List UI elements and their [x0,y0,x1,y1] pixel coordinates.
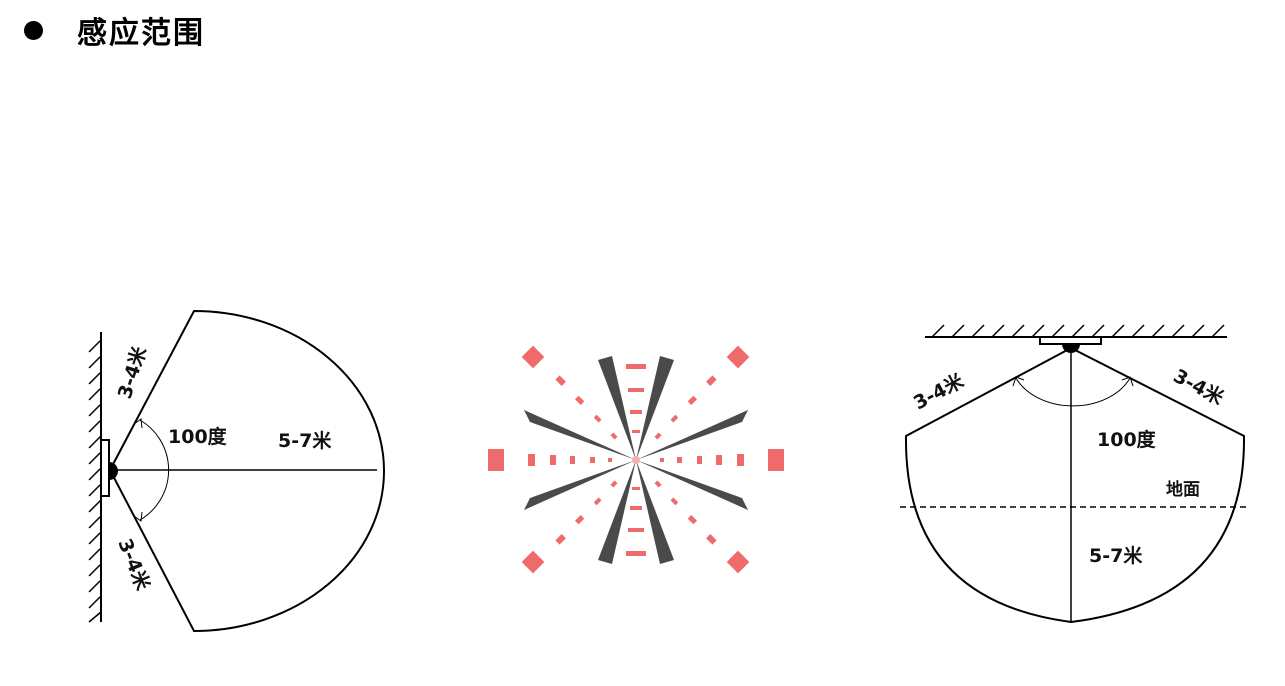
angle-label: 100度 [1097,428,1157,451]
sensor-bracket [1040,337,1101,344]
angle-arc [1016,378,1130,406]
ceiling-hatch [932,325,1224,337]
distance-label: 5-7米 [1089,544,1143,567]
ground-label: 地面 [1166,479,1200,500]
